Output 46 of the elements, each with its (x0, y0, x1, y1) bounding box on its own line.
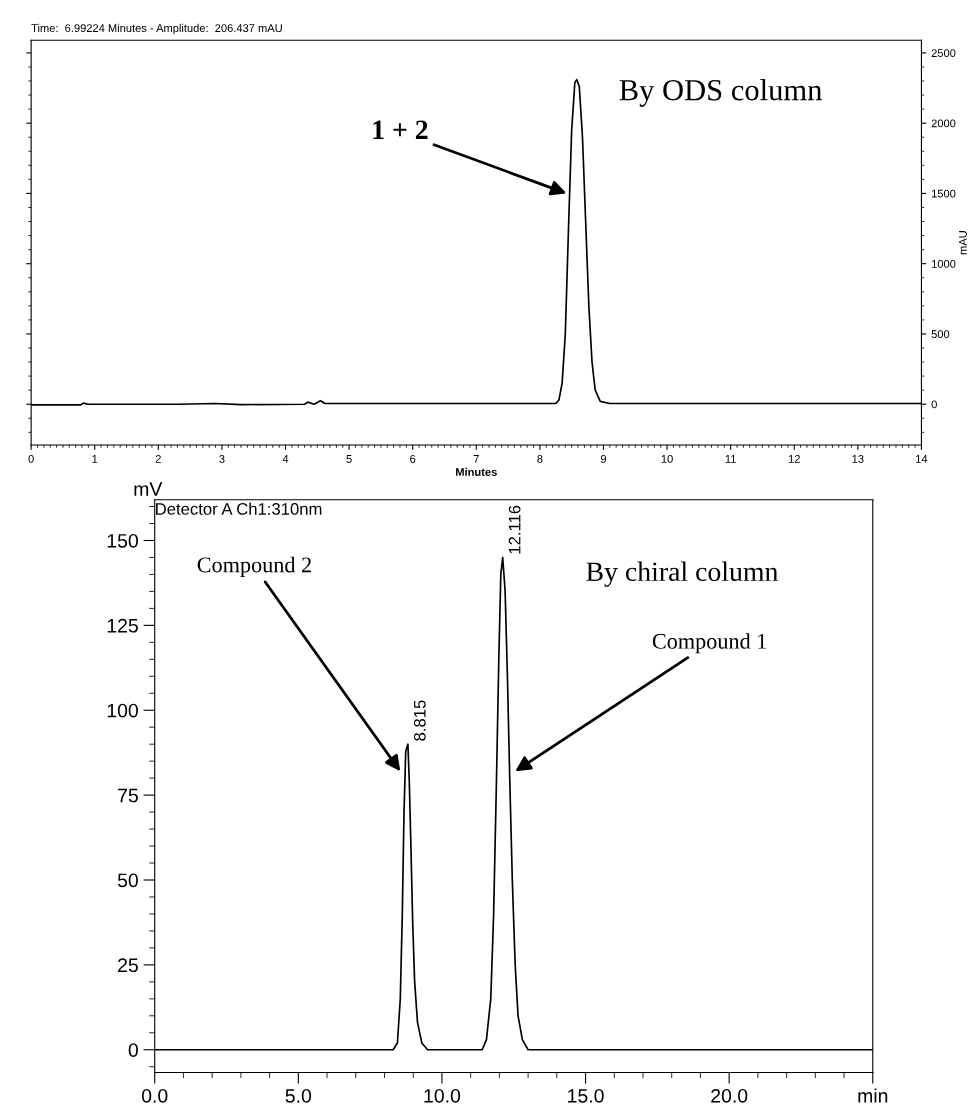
annotation: Detector A Ch1:310nm (156, 502, 322, 515)
annotation: 12.116 (508, 505, 521, 554)
y-tick-label: 2500 (931, 49, 956, 58)
y-tick-label: 150 (107, 533, 138, 548)
x-tick-label: 14 (916, 455, 928, 463)
x-tick-label: 8 (537, 454, 543, 463)
y-axis-title: mV (134, 482, 163, 496)
x-tick-label: 2 (155, 454, 161, 463)
annotation: By ODS column (619, 78, 822, 107)
x-tick-label: 10.0 (424, 1088, 461, 1103)
x-tick-label: 11 (725, 455, 736, 463)
x-tick-label: 1 (92, 455, 98, 463)
chart-title: Time: 6.99224 Minutes - Amplitude: 206.437 mAU (31, 23, 282, 35)
annotation: By chiral column (586, 561, 778, 587)
x-tick-label: 5.0 (285, 1088, 312, 1103)
y-tick-label: 500 (931, 330, 950, 339)
y-tick-label: 0 (931, 400, 937, 409)
x-tick-label: 10 (661, 454, 673, 463)
x-tick-label: 15.0 (568, 1088, 604, 1103)
x-tick-label: 4 (282, 455, 289, 463)
x-tick-label: 20.0 (711, 1088, 748, 1103)
y-tick-label: 125 (107, 618, 138, 633)
x-tick-label: 3 (219, 454, 225, 463)
y-tick-label: 100 (107, 703, 138, 718)
x-tick-label: min (858, 1088, 888, 1103)
y-tick-label: 50 (117, 873, 138, 888)
annotation: Compound 1 (652, 633, 767, 654)
x-axis-title: Minutes (456, 467, 497, 476)
annotation: 1 + 2 (373, 120, 428, 139)
x-tick-label: 9 (600, 454, 607, 463)
y-tick-label: 2000 (931, 119, 956, 128)
y-axis-title: mAU (959, 231, 967, 255)
y-tick-label: 25 (118, 958, 138, 973)
y-tick-label: 75 (118, 788, 138, 803)
x-tick-label: 12 (788, 454, 800, 463)
x-tick-label: 7 (473, 455, 479, 463)
x-tick-label: 0 (28, 454, 34, 463)
y-tick-label: 1500 (932, 189, 956, 198)
x-tick-label: 13 (852, 454, 864, 463)
annotation: Compound 2 (197, 556, 311, 577)
x-tick-label: 0.0 (141, 1088, 168, 1103)
y-tick-label: 1000 (932, 259, 956, 268)
y-tick-label: 0 (128, 1043, 138, 1057)
x-tick-label: 6 (410, 454, 416, 463)
annotation: 8.815 (413, 700, 426, 741)
x-tick-label: 5 (346, 455, 352, 463)
